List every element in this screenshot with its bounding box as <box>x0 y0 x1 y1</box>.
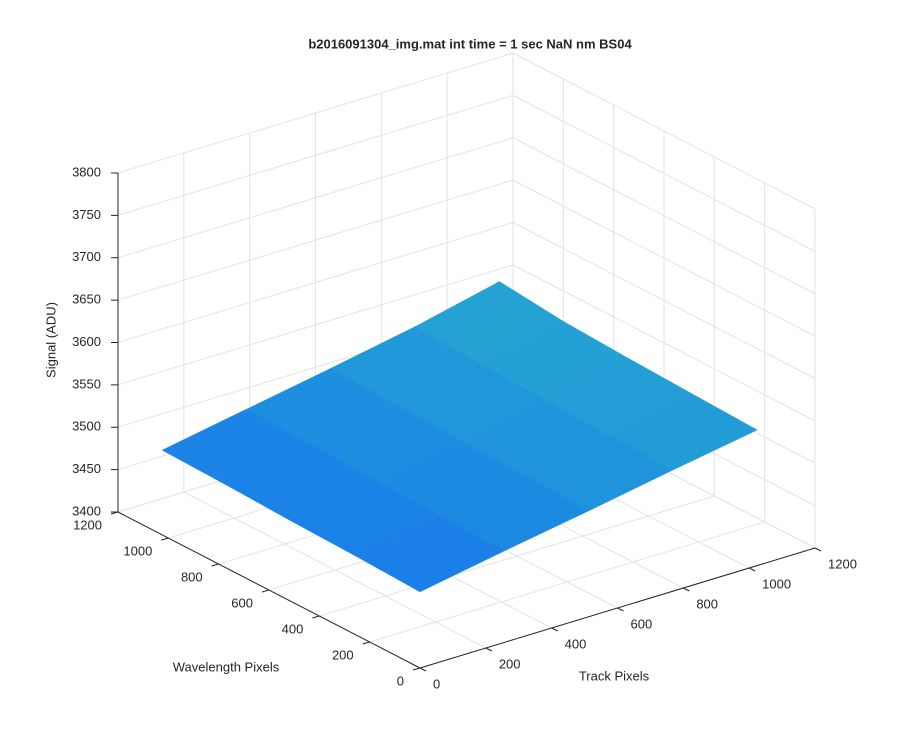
y-axis-label: Wavelength Pixels <box>173 659 280 674</box>
grid-line <box>512 179 816 337</box>
grid-line <box>117 137 514 259</box>
surface-patch <box>354 515 505 593</box>
z-tick-label: 3400 <box>72 503 101 518</box>
z-tick-label: 3700 <box>72 249 101 264</box>
grid-line <box>319 495 715 617</box>
x-tick <box>814 547 822 552</box>
x-tick <box>748 567 756 572</box>
y-tick <box>261 589 270 593</box>
grid-line <box>117 179 514 301</box>
y-tick-label: 200 <box>332 647 354 662</box>
grid-line <box>369 521 765 643</box>
grid-line <box>512 52 816 210</box>
x-tick-label: 0 <box>433 676 440 691</box>
x-axis-label: Track Pixels <box>579 668 650 683</box>
grid-line <box>512 137 816 295</box>
z-tick-label: 3450 <box>72 461 101 476</box>
grid-line <box>512 264 816 422</box>
z-tick-label: 3650 <box>72 292 101 307</box>
z-tick-label: 3800 <box>72 164 101 179</box>
x-tick-label: 600 <box>631 616 653 631</box>
y-tick-label: 600 <box>231 595 253 610</box>
y-tick <box>412 667 421 671</box>
x-tick-label: 800 <box>696 596 718 611</box>
y-tick <box>211 563 219 567</box>
y-tick-label: 400 <box>282 621 304 636</box>
x-tick <box>485 647 493 652</box>
grid-line <box>512 94 816 252</box>
x-tick <box>617 607 624 612</box>
y-tick-label: 800 <box>181 569 203 584</box>
x-tick <box>551 627 558 632</box>
x-tick-label: 1200 <box>828 556 857 571</box>
z-tick-label: 3600 <box>72 334 101 349</box>
x-tick <box>683 587 690 592</box>
grid-line <box>117 264 514 386</box>
x-tick-label: 400 <box>565 636 587 651</box>
chart-title: b2016091304_img.mat int time = 1 sec NaN… <box>308 36 632 51</box>
y-tick-label: 1200 <box>73 517 102 532</box>
z-axis-label: Signal (ADU) <box>43 302 58 378</box>
y-tick <box>161 537 169 541</box>
grid-line <box>512 222 816 379</box>
grid-line <box>117 222 514 343</box>
z-tick-label: 3500 <box>72 419 101 434</box>
y-tick <box>312 615 320 619</box>
grid-line <box>117 94 514 216</box>
x-tick-label: 200 <box>499 656 521 671</box>
y-tick <box>362 641 370 645</box>
y-tick-label: 0 <box>397 673 404 688</box>
z-tick-label: 3750 <box>72 207 101 222</box>
grid-line <box>117 52 514 174</box>
x-tick-label: 1000 <box>762 576 791 591</box>
z-tick-label: 3550 <box>72 376 101 391</box>
y-tick-label: 1000 <box>123 543 152 558</box>
x-tick <box>419 667 427 672</box>
